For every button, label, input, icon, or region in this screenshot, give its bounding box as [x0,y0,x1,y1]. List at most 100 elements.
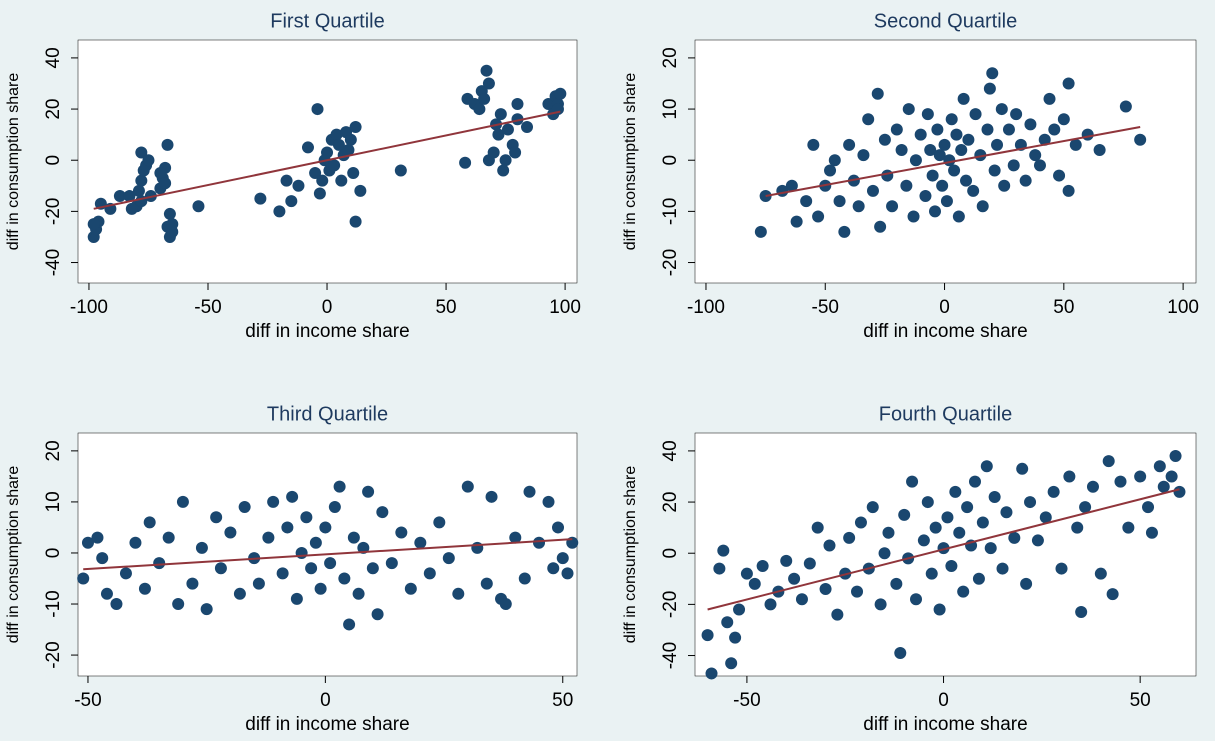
scatter-point [807,138,820,151]
scatter-point [252,577,265,590]
scatter-point [957,92,970,105]
scatter-point [123,190,136,203]
scatter-point [1165,470,1178,483]
scatter-point [894,646,907,659]
scatter-point [295,546,308,559]
scatter-point [210,511,223,524]
scatter-point [1057,113,1070,126]
scatter-point [135,146,148,159]
scatter-point [414,536,427,549]
scatter-point [480,577,493,590]
scatter-point [1114,475,1127,488]
scatter-point [335,174,348,187]
scatter-point [866,501,879,514]
scatter-point [1039,511,1052,524]
scatter-point [480,64,493,77]
scatter-point [91,531,104,544]
scatter-point [313,187,326,200]
scatter-point [1020,577,1033,590]
scatter-point [984,542,997,555]
y-tick-label: -10 [43,590,64,617]
scatter-point [852,200,865,213]
scatter-point [362,485,375,498]
scatter-point [1075,606,1088,619]
scatter-point [907,210,920,223]
scatter-point [929,205,942,218]
y-tick-label: 0 [660,155,681,166]
scatter-point [461,480,474,493]
scatter-point [1047,485,1060,498]
y-tick-label: 40 [660,440,681,461]
scatter-point [754,225,767,238]
scatter-point [764,598,777,611]
scatter-point [1106,588,1119,601]
y-tick-label: -20 [660,591,681,618]
scatter-point [756,560,769,573]
scatter-point [857,149,870,162]
scatter-point [926,169,939,182]
scatter-point [280,174,293,187]
scatter-point [347,167,360,180]
scatter-point [129,536,142,549]
scatter-point [286,490,299,503]
y-tick-label: -40 [43,249,64,276]
scatter-point [497,164,510,177]
y-tick-label: -40 [660,642,681,669]
scatter-point [547,562,560,575]
scatter-point [1048,123,1061,136]
scatter-point [725,657,738,670]
scatter-point [330,128,343,141]
scatter-point [1069,138,1082,151]
scatter-point [969,108,982,121]
scatter-point [924,143,937,156]
y-tick-label: 20 [660,47,681,68]
scatter-point [1157,480,1170,493]
scatter-point [328,501,341,514]
scatter-point [882,526,895,539]
scatter-point [518,572,531,585]
y-tick-label: 20 [43,98,64,119]
scatter-point [936,179,949,192]
scatter-point [262,531,275,544]
scatter-point [833,195,846,208]
scatter-point [511,97,524,110]
scatter-point [949,485,962,498]
x-tick-label: 100 [1167,297,1199,318]
y-tick-label: 40 [43,47,64,68]
scatter-point [1024,496,1037,509]
scatter-point [1062,184,1075,197]
x-tick-label: -100 [687,297,725,318]
scatter-point [305,562,318,575]
scatter-point [854,516,867,529]
scatter-point [780,554,793,567]
chart-title: First Quartile [270,10,384,32]
scatter-point [729,631,742,644]
scatter-point [442,552,455,565]
scatter-point [1043,92,1056,105]
scatter-point [919,190,932,203]
scatter-point [154,167,167,180]
scatter-point [166,218,179,231]
scatter-point [800,195,813,208]
scatter-point [281,521,294,534]
scatter-point [324,557,337,570]
scatter-point [542,97,555,110]
scatter-point [285,195,298,208]
scatter-point [333,480,346,493]
scatter-point [968,475,981,488]
scatter-point [909,154,922,167]
scatter-point [376,506,389,519]
scatter-point [991,138,1004,151]
scatter-point [238,501,251,514]
scatter-point [1062,77,1075,90]
scatter-point [900,179,913,192]
y-axis-label: diff in consumption share [622,466,639,644]
scatter-point [961,501,974,514]
scatter-point [1016,462,1029,475]
y-tick-label: 10 [43,491,64,512]
scatter-point [487,146,500,159]
scatter-point [1081,128,1094,141]
y-tick-label: -20 [43,198,64,225]
scatter-point [143,516,156,529]
scatter-point [273,205,286,218]
